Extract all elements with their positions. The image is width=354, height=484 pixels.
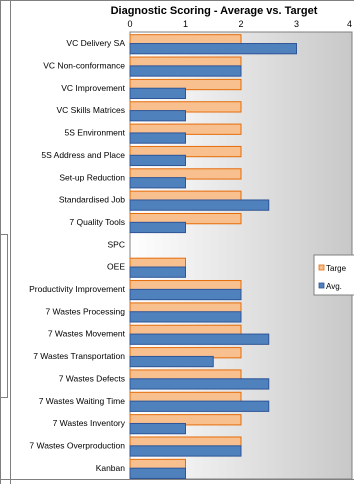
bar-average <box>129 445 242 457</box>
category-label: 7 Wastes Overproduction <box>29 440 125 450</box>
category-label: Set-up Reduction <box>59 172 125 182</box>
category-label: 7 Wastes Movement <box>48 329 126 339</box>
bar-average <box>129 355 214 368</box>
bar-average <box>129 311 242 323</box>
category-labels: VC Delivery SA VC Non-conformance VC Impro… <box>29 38 126 473</box>
bar-average <box>129 43 297 55</box>
category-label: OEE <box>107 262 125 272</box>
x-tick-label: 0 <box>127 19 132 29</box>
category-label: Productivity Improvement <box>29 284 126 294</box>
bar-average <box>129 221 186 234</box>
category-label: Kanban <box>96 463 126 473</box>
legend-label-target: Targe <box>326 264 347 273</box>
category-label: 7 Wastes Processing <box>45 306 125 316</box>
bar-average <box>129 199 270 211</box>
legend-swatch-avg <box>318 282 325 289</box>
bar-average <box>129 333 270 345</box>
x-tick-label: 3 <box>294 19 299 29</box>
chart-title: Diagnostic Scoring - Average vs. Target <box>111 5 318 17</box>
category-label: SPC <box>108 239 125 249</box>
category-label: 7 Wastes Transportation <box>33 351 125 361</box>
x-tick-labels: 0 1 2 3 4 <box>127 19 352 29</box>
x-tick-label: 2 <box>238 19 243 29</box>
category-label: 5S Environment <box>65 128 126 138</box>
category-label: VC Improvement <box>61 83 125 93</box>
bar-average <box>129 400 270 412</box>
bar-average <box>129 65 242 77</box>
bar-average <box>129 288 242 301</box>
x-tick-label: 1 <box>183 19 188 29</box>
bar-average <box>129 266 186 278</box>
bar-average <box>129 110 186 122</box>
category-label: 5S Address and Place <box>41 150 125 160</box>
bar-average <box>129 177 186 189</box>
bar-group <box>129 34 297 479</box>
bar-average <box>129 132 186 144</box>
legend-label-avg: Avg. <box>326 282 342 291</box>
bar-average <box>129 87 186 100</box>
bar-average <box>129 467 186 479</box>
bar-average <box>129 422 186 435</box>
category-label: 7 Quality Tools <box>69 217 125 227</box>
legend: Targe Avg. <box>313 254 354 296</box>
category-label: 7 Wastes Inventory <box>53 418 126 428</box>
legend-swatch-target <box>318 264 325 271</box>
category-label: 7 Wastes Waiting Time <box>39 396 126 406</box>
category-label: Standardised Job <box>59 195 125 205</box>
x-tick-label: 4 <box>347 19 352 29</box>
category-label: VC Delivery SA <box>66 38 125 48</box>
category-label: VC Skills Matrices <box>57 105 125 115</box>
category-label: 7 Wastes Defects <box>59 373 125 383</box>
category-label: VC Non-conformance <box>43 61 125 71</box>
bar-average <box>129 154 186 167</box>
bar-average <box>129 378 270 390</box>
left-side-box <box>0 234 8 398</box>
